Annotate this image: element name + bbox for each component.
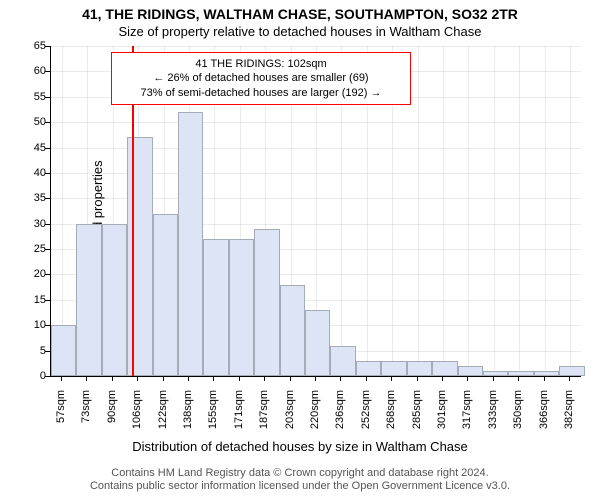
x-tick-mark bbox=[137, 376, 138, 381]
x-tick-mark bbox=[315, 376, 316, 381]
chart-title: 41, THE RIDINGS, WALTHAM CHASE, SOUTHAMP… bbox=[0, 6, 600, 22]
histogram-bar bbox=[203, 239, 228, 376]
x-tick-mark bbox=[61, 376, 62, 381]
y-tick-label: 10 bbox=[16, 319, 46, 331]
annotation-left: ← 26% of detached houses are smaller (69… bbox=[122, 71, 400, 85]
histogram-bar bbox=[76, 224, 101, 376]
x-tick-label: 73sqm bbox=[80, 390, 92, 438]
x-tick-label: 155sqm bbox=[207, 390, 219, 438]
histogram-bar bbox=[381, 361, 406, 376]
histogram-bar bbox=[508, 371, 533, 376]
y-tick-label: 0 bbox=[16, 370, 46, 382]
plot-area: 41 THE RIDINGS: 102sqm← 26% of detached … bbox=[50, 46, 581, 377]
gridline-horizontal bbox=[51, 376, 581, 377]
x-tick-label: 187sqm bbox=[258, 390, 270, 438]
annotation-right: 73% of semi-detached houses are larger (… bbox=[122, 86, 400, 100]
x-tick-label: 366sqm bbox=[538, 390, 550, 438]
x-tick-mark bbox=[391, 376, 392, 381]
x-tick-mark bbox=[544, 376, 545, 381]
histogram-bar bbox=[483, 371, 508, 376]
gridline-vertical bbox=[570, 46, 571, 376]
x-tick-label: 382sqm bbox=[563, 390, 575, 438]
histogram-bar bbox=[178, 112, 203, 376]
gridline-vertical bbox=[468, 46, 469, 376]
x-tick-mark bbox=[264, 376, 265, 381]
y-tick-label: 15 bbox=[16, 294, 46, 306]
x-tick-label: 333sqm bbox=[487, 390, 499, 438]
x-tick-label: 122sqm bbox=[157, 390, 169, 438]
gridline-vertical bbox=[443, 46, 444, 376]
x-tick-label: 285sqm bbox=[411, 390, 423, 438]
x-tick-label: 301sqm bbox=[436, 390, 448, 438]
y-tick-label: 45 bbox=[16, 142, 46, 154]
annotation-box: 41 THE RIDINGS: 102sqm← 26% of detached … bbox=[111, 52, 411, 105]
histogram-bar bbox=[407, 361, 432, 376]
gridline-vertical bbox=[545, 46, 546, 376]
y-tick-label: 50 bbox=[16, 116, 46, 128]
x-tick-mark bbox=[188, 376, 189, 381]
histogram-bar bbox=[356, 361, 381, 376]
histogram-bar bbox=[458, 366, 483, 376]
y-tick-label: 55 bbox=[16, 91, 46, 103]
y-tick-label: 40 bbox=[16, 167, 46, 179]
x-tick-mark bbox=[493, 376, 494, 381]
x-axis-label: Distribution of detached houses by size … bbox=[0, 439, 600, 454]
x-tick-label: 106sqm bbox=[131, 390, 143, 438]
histogram-bar bbox=[153, 214, 178, 376]
chart-container: 41, THE RIDINGS, WALTHAM CHASE, SOUTHAMP… bbox=[0, 0, 600, 500]
y-tick-label: 25 bbox=[16, 243, 46, 255]
y-tick-label: 5 bbox=[16, 345, 46, 357]
x-tick-mark bbox=[86, 376, 87, 381]
histogram-bar bbox=[330, 346, 355, 376]
x-tick-label: 57sqm bbox=[55, 390, 67, 438]
x-tick-label: 138sqm bbox=[182, 390, 194, 438]
x-tick-mark bbox=[518, 376, 519, 381]
histogram-bar bbox=[432, 361, 457, 376]
x-tick-mark bbox=[163, 376, 164, 381]
histogram-bar bbox=[559, 366, 584, 376]
histogram-bar bbox=[254, 229, 279, 376]
x-tick-label: 252sqm bbox=[360, 390, 372, 438]
y-tick-label: 30 bbox=[16, 218, 46, 230]
x-tick-mark bbox=[417, 376, 418, 381]
histogram-bar bbox=[534, 371, 559, 376]
footer-line-2: Contains public sector information licen… bbox=[0, 480, 600, 494]
x-tick-mark bbox=[239, 376, 240, 381]
x-tick-label: 236sqm bbox=[334, 390, 346, 438]
x-tick-mark bbox=[442, 376, 443, 381]
x-tick-label: 317sqm bbox=[461, 390, 473, 438]
x-tick-mark bbox=[340, 376, 341, 381]
x-tick-mark bbox=[112, 376, 113, 381]
footer-line-1: Contains HM Land Registry data © Crown c… bbox=[0, 467, 600, 481]
x-tick-label: 220sqm bbox=[309, 390, 321, 438]
x-tick-mark bbox=[290, 376, 291, 381]
histogram-bar bbox=[229, 239, 254, 376]
y-tick-label: 35 bbox=[16, 192, 46, 204]
gridline-vertical bbox=[494, 46, 495, 376]
x-tick-label: 350sqm bbox=[512, 390, 524, 438]
chart-footer: Contains HM Land Registry data © Crown c… bbox=[0, 467, 600, 495]
x-tick-label: 268sqm bbox=[385, 390, 397, 438]
x-tick-mark bbox=[213, 376, 214, 381]
x-tick-label: 90sqm bbox=[106, 390, 118, 438]
histogram-bar bbox=[280, 285, 305, 376]
x-tick-mark bbox=[467, 376, 468, 381]
x-tick-mark bbox=[569, 376, 570, 381]
histogram-bar bbox=[102, 224, 127, 376]
chart-subtitle: Size of property relative to detached ho… bbox=[0, 24, 600, 39]
x-tick-mark bbox=[366, 376, 367, 381]
y-tick-label: 20 bbox=[16, 268, 46, 280]
gridline-vertical bbox=[418, 46, 419, 376]
histogram-bar bbox=[51, 325, 76, 376]
x-tick-label: 203sqm bbox=[284, 390, 296, 438]
gridline-vertical bbox=[519, 46, 520, 376]
annotation-main: 41 THE RIDINGS: 102sqm bbox=[122, 57, 400, 71]
x-tick-label: 171sqm bbox=[233, 390, 245, 438]
y-tick-label: 65 bbox=[16, 40, 46, 52]
histogram-bar bbox=[305, 310, 330, 376]
y-tick-label: 60 bbox=[16, 65, 46, 77]
histogram-bar bbox=[127, 137, 152, 376]
